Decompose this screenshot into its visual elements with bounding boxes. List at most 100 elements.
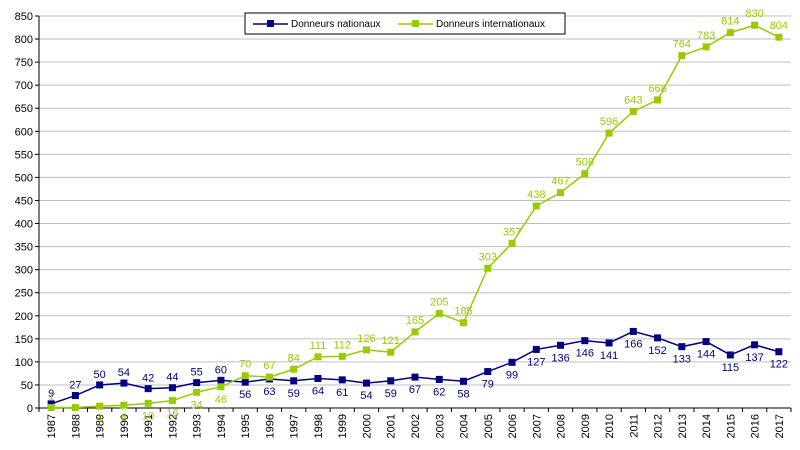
data-point [387,348,395,356]
data-point [557,341,565,349]
data-label-internationaux: 70 [239,359,251,371]
data-point [71,392,79,400]
data-point [532,345,540,353]
data-label-internationaux: 112 [333,339,351,351]
data-label-nationaux: 144 [697,349,715,361]
x-tick-label: 1991 [143,414,155,438]
data-label-internationaux: 10 [142,410,154,422]
data-label-internationaux: 830 [745,8,763,20]
data-label-internationaux: 16 [166,408,178,420]
x-tick-label: 1999 [337,414,349,438]
legend-label-nationaux: Donneurs nationaux [291,19,381,30]
data-point [193,379,201,387]
y-tick-label: 750 [15,57,33,69]
data-label-internationaux: 783 [697,30,715,42]
data-label-nationaux: 146 [576,348,594,360]
x-tick-label: 2000 [361,414,373,438]
x-tick-label: 1993 [192,414,204,438]
data-point [290,365,298,373]
data-point [435,375,443,383]
data-label-nationaux: 54 [118,367,130,379]
data-point [484,264,492,272]
data-point [338,352,346,360]
x-tick-label: 1987 [46,414,58,438]
data-point [751,21,759,29]
data-label-internationaux: 84 [288,352,300,364]
data-point [47,400,55,408]
data-point [168,397,176,405]
data-label-nationaux: 137 [745,352,763,364]
data-point [96,381,104,389]
legend-marker-internationaux [412,20,419,27]
data-label-nationaux: 56 [239,389,251,401]
x-tick-label: 2015 [725,414,737,438]
data-label-nationaux: 59 [385,388,397,400]
data-label-internationaux: 1 [48,391,54,403]
y-tick-label: 800 [15,34,33,46]
x-tick-label: 2004 [459,414,471,438]
data-label-nationaux: 58 [457,388,469,400]
data-label-internationaux: 438 [527,189,545,201]
data-label-nationaux: 54 [360,390,372,402]
data-point [702,338,710,346]
data-label-nationaux: 44 [166,372,178,384]
data-point [290,377,298,385]
x-tick-label: 2016 [750,414,762,438]
data-label-nationaux: 55 [191,367,203,379]
y-tick-label: 600 [15,126,33,138]
data-label-internationaux: 668 [648,83,666,95]
data-point [314,353,322,361]
x-tick-label: 2010 [604,414,616,438]
data-point [581,170,589,178]
x-tick-label: 2006 [507,414,519,438]
data-point [557,189,565,197]
data-label-nationaux: 127 [527,356,545,368]
data-label-nationaux: 115 [722,362,740,374]
data-point [460,377,468,385]
x-tick-label: 2013 [677,414,689,438]
legend-marker-nationaux [267,20,274,27]
data-point [193,388,201,396]
y-tick-label: 700 [15,80,33,92]
data-label-internationaux: 34 [191,399,203,411]
x-tick-label: 2007 [531,414,543,438]
y-tick-label: 650 [15,103,33,115]
x-tick-label: 1990 [119,414,131,438]
series-group [47,21,783,412]
data-point [484,368,492,376]
data-label-nationaux: 136 [551,352,569,364]
data-label-internationaux: 764 [673,39,691,51]
y-tick-label: 350 [15,242,33,254]
x-tick-label: 2002 [410,414,422,438]
data-point [217,383,225,391]
y-tick-label: 100 [15,357,33,369]
data-point [629,327,637,335]
x-tick-label: 1995 [240,414,252,438]
data-point [338,376,346,384]
y-tick-label: 500 [15,172,33,184]
y-tick-label: 0 [27,403,33,415]
data-label-internationaux: 467 [551,176,569,188]
x-tick-label: 2003 [434,414,446,438]
data-point [265,373,273,381]
data-label-nationaux: 79 [482,379,494,391]
data-point [168,384,176,392]
y-tick-label: 400 [15,219,33,231]
data-label-internationaux: 46 [215,394,227,406]
data-point [314,374,322,382]
data-label-internationaux: 205 [430,296,448,308]
x-tick-label: 1994 [216,414,228,438]
y-tick-label: 250 [15,288,33,300]
data-label-internationaux: 357 [503,226,521,238]
data-point [144,385,152,393]
data-point [71,404,79,412]
legend: Donneurs nationaux Donneurs internationa… [244,12,566,35]
data-point [460,319,468,327]
data-point [605,129,613,137]
x-tick-label: 2011 [628,414,640,438]
data-label-internationaux: 303 [479,251,497,263]
y-tick-label: 300 [15,265,33,277]
data-label-nationaux: 9 [48,388,54,400]
data-point [435,309,443,317]
